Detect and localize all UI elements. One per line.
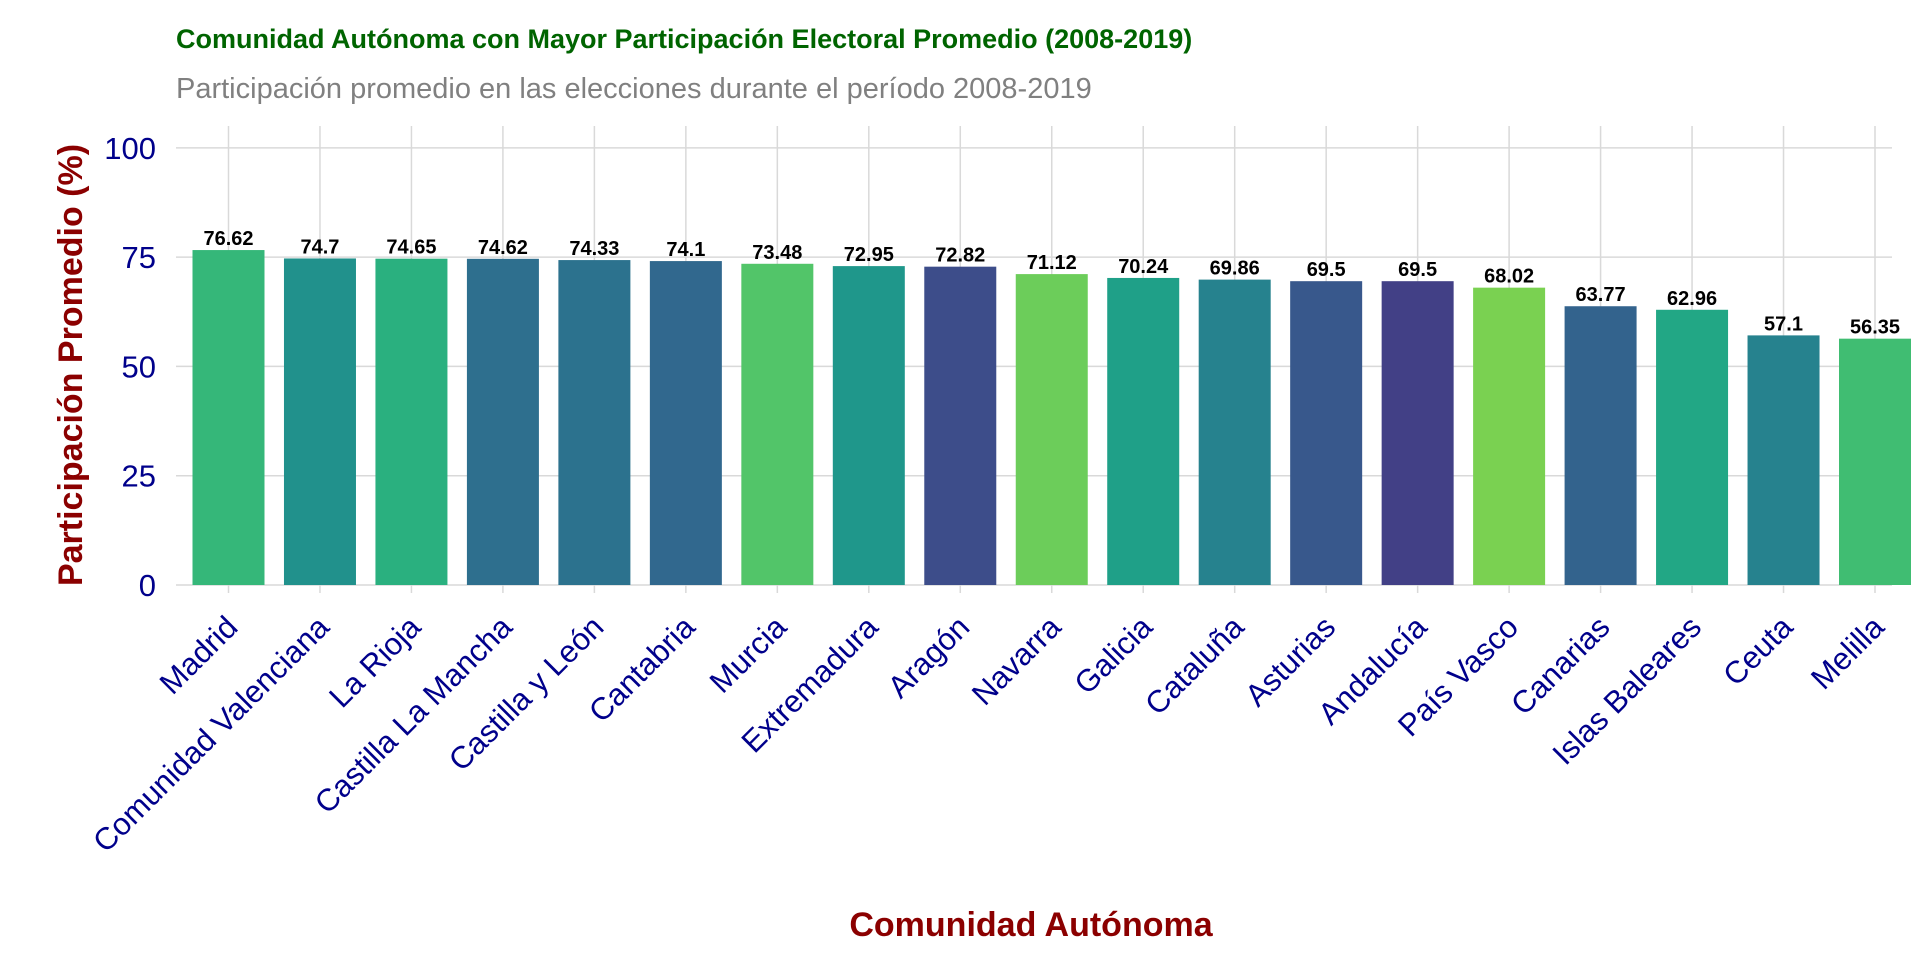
data-label-9: 71.12 [1027,252,1077,274]
data-label-11: 69.86 [1210,258,1260,280]
y-tick-label-50: 50 [122,349,156,384]
x-tick-label-0: Madrid [153,609,245,701]
bar-5 [649,261,722,585]
bar-0 [192,250,265,585]
bar-15 [1564,306,1637,585]
y-tick-label-100: 100 [104,131,156,166]
bar-16 [1656,309,1729,585]
y-axis-ticks: 0 25 50 75 100 [104,131,156,603]
data-label-15: 63.77 [1576,284,1626,306]
data-label-18: 56.35 [1850,317,1900,339]
data-label-1: 74.7 [301,236,340,258]
data-label-4: 74.33 [569,238,619,260]
bar-17 [1747,335,1820,585]
x-tick-label-18: Melilla [1804,609,1891,696]
bar-14 [1473,287,1546,585]
data-label-12: 69.5 [1307,259,1346,281]
bar-13 [1381,281,1454,585]
bar-9 [1015,274,1088,585]
y-tick-label-25: 25 [122,459,156,494]
data-label-14: 68.02 [1484,266,1534,288]
data-label-17: 57.1 [1764,313,1803,335]
x-axis-title: Comunidad Autónoma [849,906,1213,944]
data-label-8: 72.82 [935,245,985,267]
data-label-16: 62.96 [1667,288,1717,310]
chart-title: Comunidad Autónoma con Mayor Participaci… [176,24,1192,54]
chart-subtitle: Participación promedio en las elecciones… [176,73,1092,105]
bar-7 [832,266,905,585]
x-tick-label-6: Murcia [703,609,794,700]
x-tick-label-11: Cataluña [1138,609,1251,722]
bar-2 [375,258,448,585]
x-tick-label-8: Aragón [881,609,976,704]
data-label-6: 73.48 [752,242,802,264]
data-label-10: 70.24 [1118,256,1169,278]
bar-6 [741,263,814,585]
data-label-13: 69.5 [1398,259,1437,281]
y-tick-label-75: 75 [122,240,156,275]
data-label-7: 72.95 [844,244,894,266]
y-tick-label-0: 0 [139,568,156,603]
bar-10 [1107,277,1180,585]
data-label-5: 74.1 [666,239,705,261]
data-label-2: 74.65 [386,237,436,259]
bars-layer [192,250,1911,585]
bar-3 [466,258,539,585]
bar-4 [558,260,631,585]
data-label-3: 74.62 [478,237,528,259]
x-tick-label-9: Navarra [965,609,1068,712]
bar-11 [1198,279,1271,585]
data-label-0: 76.62 [203,228,253,250]
data-labels-layer: 76.62 74.7 74.65 74.62 74.33 74.1 73.48 72.95 72… [203,228,1900,339]
x-tick-label-10: Galicia [1067,609,1159,701]
x-tick-label-17: Ceuta [1716,609,1800,693]
bar-18 [1839,338,1911,585]
x-tick-label-4: Castilla y León [442,609,611,778]
bar-1 [283,258,356,585]
y-axis-title: Participación Promedio (%) [52,144,90,586]
bar-8 [924,266,997,585]
bar-12 [1290,281,1363,585]
